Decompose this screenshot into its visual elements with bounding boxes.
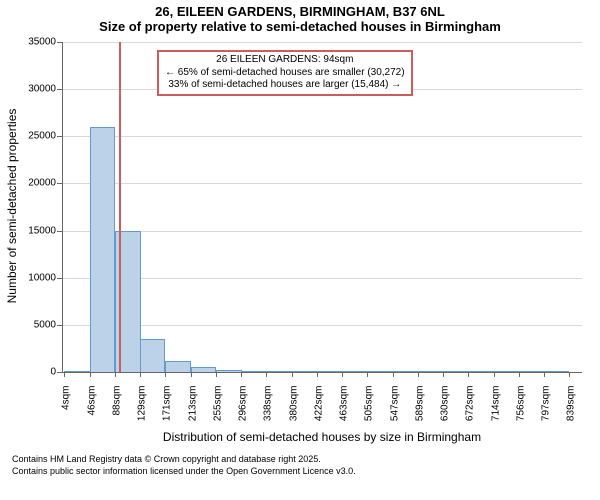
x-tick-label: 213sqm [187, 386, 198, 436]
footer-copyright: Contains HM Land Registry data © Crown c… [12, 454, 321, 464]
chart-title-line2: Size of property relative to semi-detach… [0, 19, 600, 36]
x-tick-label: 88sqm [112, 386, 123, 436]
y-tick-label: 0 [12, 367, 56, 378]
x-tick-label: 839sqm [566, 386, 577, 436]
x-axis-title: Distribution of semi-detached houses by … [62, 430, 582, 444]
histogram-chart: 26, EILEEN GARDENS, BIRMINGHAM, B37 6NL … [0, 0, 600, 500]
annotation-line2: ← 65% of semi-detached houses are smalle… [165, 67, 405, 80]
grid-line [62, 42, 582, 43]
x-tick-label: 129sqm [137, 386, 148, 436]
y-axis-line [62, 42, 63, 372]
x-tick-label: 672sqm [465, 386, 476, 436]
x-tick-label: 797sqm [540, 386, 551, 436]
x-tick-label: 422sqm [314, 386, 325, 436]
x-tick-label: 630sqm [439, 386, 450, 436]
x-tick-label: 463sqm [338, 386, 349, 436]
x-tick-label: 296sqm [237, 386, 248, 436]
y-tick-label: 35000 [12, 37, 56, 48]
histogram-bar [90, 127, 115, 372]
plot-area: 0500010000150002000025000300003500026 EI… [62, 42, 582, 372]
footer-licence: Contains public sector information licen… [12, 466, 356, 476]
grid-line [62, 183, 582, 184]
x-tick-label: 338sqm [263, 386, 274, 436]
histogram-bar [165, 361, 190, 372]
annotation-line1: 26 EILEEN GARDENS: 94sqm [165, 54, 405, 67]
annotation-line3: 33% of semi-detached houses are larger (… [165, 79, 405, 92]
grid-line [62, 136, 582, 137]
reference-marker-line [119, 42, 121, 372]
x-tick-label: 380sqm [288, 386, 299, 436]
x-tick-label: 171sqm [162, 386, 173, 436]
x-tick-label: 46sqm [86, 386, 97, 436]
x-tick-label: 4sqm [61, 386, 72, 436]
x-tick-label: 547sqm [389, 386, 400, 436]
x-tick-label: 255sqm [213, 386, 224, 436]
x-tick-label: 756sqm [516, 386, 527, 436]
histogram-bar [140, 339, 165, 372]
annotation-box: 26 EILEEN GARDENS: 94sqm← 65% of semi-de… [157, 50, 413, 96]
x-tick-label: 589sqm [415, 386, 426, 436]
y-tick-label: 5000 [12, 319, 56, 330]
y-tick-label: 30000 [12, 84, 56, 95]
chart-title-line1: 26, EILEEN GARDENS, BIRMINGHAM, B37 6NL [0, 0, 600, 19]
x-axis-line [62, 372, 582, 373]
x-tick-label: 505sqm [364, 386, 375, 436]
x-tick-label: 714sqm [490, 386, 501, 436]
y-axis-title: Number of semi-detached properties [5, 96, 19, 316]
